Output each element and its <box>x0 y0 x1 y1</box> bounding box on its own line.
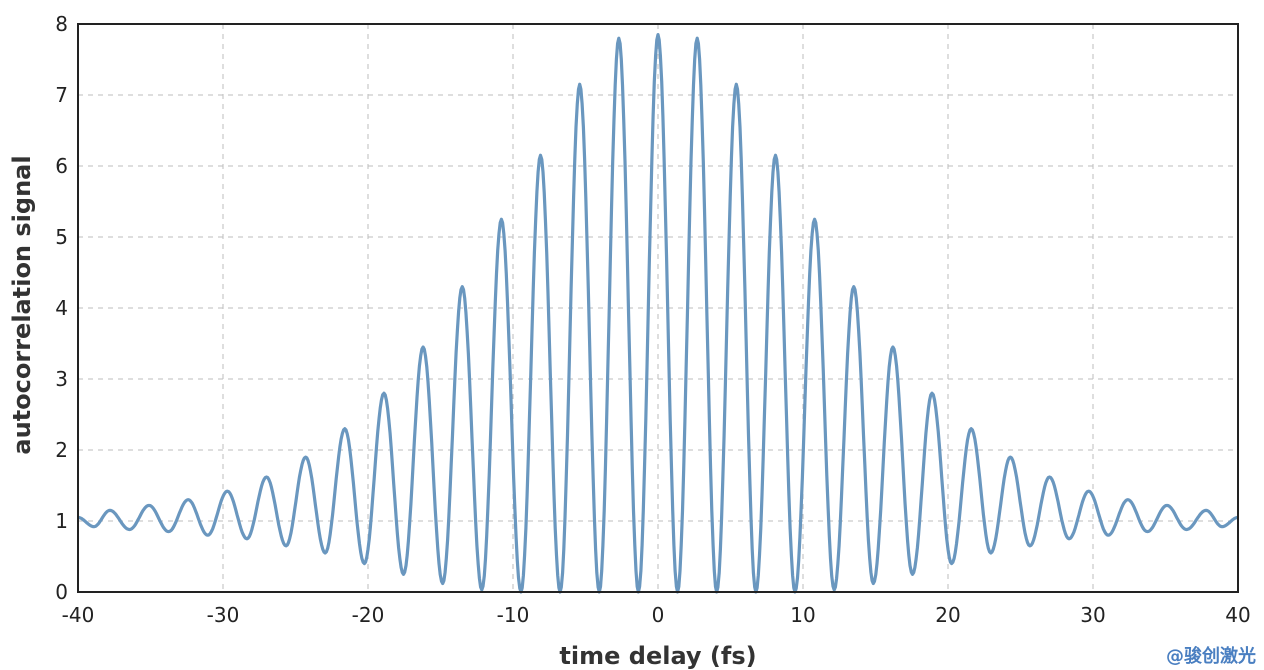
x-tick-label: -40 <box>62 603 95 627</box>
x-tick-label: -10 <box>497 603 530 627</box>
y-tick-label: 4 <box>55 296 68 320</box>
y-tick-label: 0 <box>55 580 68 604</box>
y-tick-label: 1 <box>55 509 68 533</box>
watermark-text: @骏创激光 <box>1166 646 1256 667</box>
x-tick-label: 0 <box>652 603 665 627</box>
x-tick-label: -20 <box>352 603 385 627</box>
grid <box>78 24 1238 592</box>
y-tick-label: 8 <box>55 12 68 36</box>
x-tick-label: 40 <box>1225 603 1250 627</box>
x-tick-label: 10 <box>790 603 815 627</box>
x-tick-label: 20 <box>935 603 960 627</box>
x-tick-label: -30 <box>207 603 240 627</box>
y-tick-label: 6 <box>55 154 68 178</box>
y-tick-label: 2 <box>55 438 68 462</box>
y-tick-label: 7 <box>55 83 68 107</box>
x-tick-label: 30 <box>1080 603 1105 627</box>
plot-frame <box>77 23 1239 593</box>
y-tick-label: 5 <box>55 225 68 249</box>
x-axis-title: time delay (fs) <box>559 642 756 670</box>
x-axis-ticks: -40 -30 -20 -10 0 10 20 30 40 <box>62 603 1251 627</box>
y-tick-label: 3 <box>55 367 68 391</box>
y-axis-ticks: 0 1 2 3 4 5 6 7 8 <box>55 12 68 604</box>
y-axis-title: autocorrelation signal <box>8 155 36 454</box>
series-line <box>77 33 1239 594</box>
